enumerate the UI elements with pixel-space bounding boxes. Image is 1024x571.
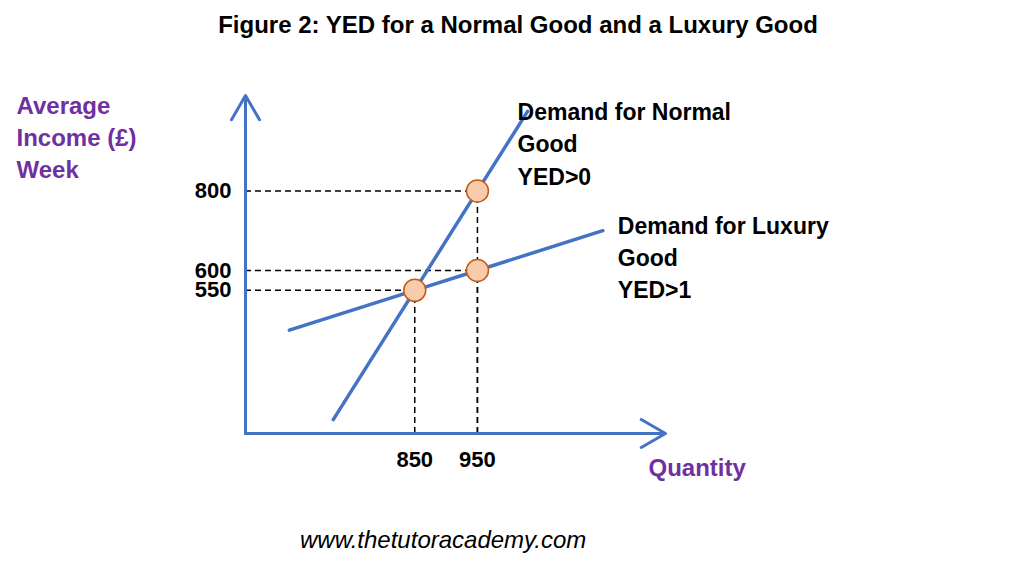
html-text:www.thetutoracademy.com: www.thetutoracademy.com <box>300 526 587 553</box>
svg-text:850: 850 <box>396 447 433 472</box>
svg-text:Quantity: Quantity <box>649 454 747 481</box>
svg-text:800: 800 <box>195 178 232 203</box>
html-text:Figure 2: YED for a Normal Goo: Figure 2: YED for a Normal Good and a Lu… <box>218 11 818 38</box>
svg-text:Demand for NormalGoodYED>0: Demand for NormalGoodYED>0 <box>518 99 731 189</box>
svg-text:600: 600 <box>195 258 232 283</box>
svg-text:550: 550 <box>194 277 232 303</box>
svg-text:950: 950 <box>459 447 496 472</box>
svg-text:AverageIncome (£)Week: AverageIncome (£)Week <box>17 92 137 184</box>
svg-text:Demand for LuxuryGoodYED>1: Demand for LuxuryGoodYED>1 <box>618 213 829 303</box>
